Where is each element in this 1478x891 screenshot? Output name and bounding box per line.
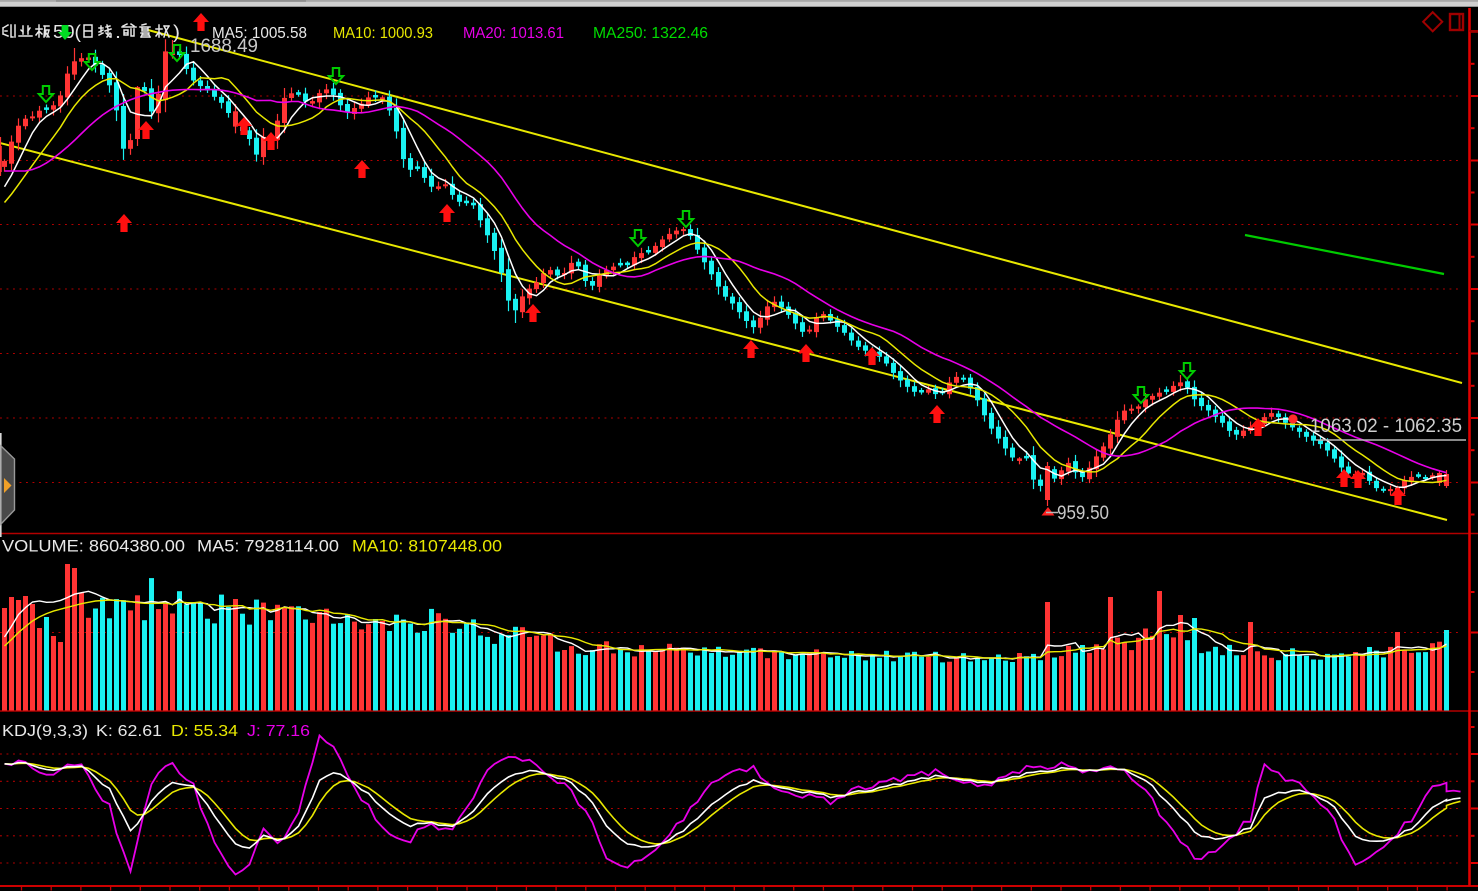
svg-text:MA5: 7928114.00: MA5: 7928114.00 [197,537,339,556]
svg-text:1688.49: 1688.49 [190,36,258,57]
svg-text:MA10: 8107448.00: MA10: 8107448.00 [352,537,502,556]
svg-text:MA250: 1322.46: MA250: 1322.46 [593,25,708,42]
svg-text:J: 77.16: J: 77.16 [247,723,310,740]
svg-text:KDJ(9,3,3): KDJ(9,3,3) [2,723,88,740]
svg-text:MA5: 1005.58: MA5: 1005.58 [212,25,307,42]
svg-text:MA20: 1013.61: MA20: 1013.61 [463,25,564,42]
svg-text:.: . [115,22,121,42]
svg-text:K: 62.61: K: 62.61 [96,723,162,740]
svg-text:): ) [173,22,180,42]
svg-text:VOLUME: 8604380.00: VOLUME: 8604380.00 [2,537,185,556]
svg-text:D: 55.34: D: 55.34 [171,723,238,740]
svg-text:1063.02 - 1062.35: 1063.02 - 1062.35 [1310,416,1462,437]
svg-text:MA10: 1000.93: MA10: 1000.93 [333,25,433,42]
svg-text:959.50: 959.50 [1057,503,1109,524]
